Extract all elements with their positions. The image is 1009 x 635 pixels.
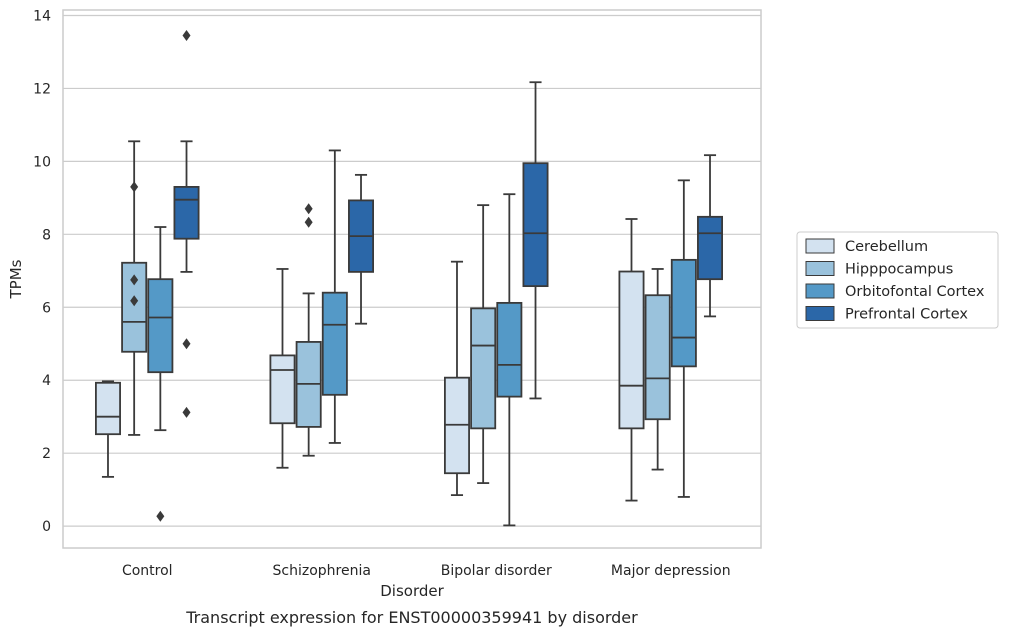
outlier-point (156, 510, 165, 522)
box-cerebellum (443, 260, 470, 497)
box-body (522, 162, 549, 288)
legend: Cerebellum Hipppocampus Orbitofontal Corte… (796, 231, 999, 329)
box-body (173, 186, 200, 240)
box-body (496, 301, 523, 398)
box-orbitofontal-cortex (147, 226, 174, 522)
box-body (697, 215, 723, 281)
box-body (95, 381, 121, 436)
box-orbitofontal-cortex (670, 179, 697, 498)
box-body (470, 307, 497, 430)
box-body (618, 270, 645, 430)
box-hipppocampus (470, 204, 497, 484)
box-body (269, 354, 296, 425)
chart-caption: Transcript expression for ENST0000035994… (185, 608, 638, 627)
x-axis-title: Disorder (380, 582, 444, 600)
box-cerebellum (269, 268, 296, 469)
box-prefrontal-cortex (522, 81, 549, 400)
y-axis-title: TPMs (7, 259, 25, 299)
legend-label: Orbitofontal Cortex (845, 284, 985, 300)
outlier-point (130, 295, 139, 307)
grid-lines (63, 14, 761, 527)
box-hipppocampus (295, 203, 322, 457)
y-tick-label: 12 (33, 81, 51, 97)
plot-area (95, 30, 723, 527)
legend-label: Hipppocampus (845, 262, 953, 278)
y-tick-label: 14 (33, 8, 51, 24)
box-hipppocampus (121, 140, 148, 436)
box-prefrontal-cortex (173, 30, 200, 418)
legend-swatch (805, 283, 835, 299)
outlier-point (304, 203, 313, 215)
box-body (644, 294, 671, 421)
box-prefrontal-cortex (348, 173, 374, 325)
outlier-point (130, 181, 139, 193)
y-tick-label: 6 (42, 300, 51, 316)
legend-label: Cerebellum (845, 239, 928, 255)
legend-frame (796, 231, 999, 329)
x-tick-label: Schizophrenia (273, 563, 371, 579)
legend-label: Prefrontal Cortex (845, 307, 968, 323)
box-body (670, 258, 697, 368)
x-tick-label: Bipolar disorder (441, 563, 552, 579)
outlier-point (304, 216, 313, 228)
box-cerebellum (95, 380, 121, 478)
legend-swatch (805, 306, 835, 321)
y-tick-label: 4 (42, 373, 51, 389)
outlier-point (182, 406, 191, 418)
y-tick-label: 10 (33, 154, 51, 170)
y-axis-ticks: 0 2 4 6 8 10 12 14 (33, 8, 51, 535)
plot-frame (62, 9, 762, 549)
box-body (321, 291, 348, 396)
x-axis-ticks: Control Schizophrenia Bipolar disorder Majo… (122, 563, 731, 579)
legend-swatch (805, 261, 835, 276)
x-tick-label: Control (122, 563, 173, 579)
legend-swatch (805, 238, 835, 254)
y-tick-label: 2 (42, 446, 51, 462)
outlier-point (182, 338, 191, 350)
box-body (147, 278, 174, 374)
box-prefrontal-cortex (697, 154, 723, 318)
box-hipppocampus (644, 268, 671, 471)
box-orbitofontal-cortex (321, 149, 348, 444)
y-tick-label: 0 (42, 519, 51, 535)
outlier-point (182, 30, 191, 42)
outlier-point (130, 274, 139, 286)
box-orbitofontal-cortex (496, 193, 523, 527)
y-tick-label: 8 (42, 227, 51, 243)
x-tick-label: Major depression (611, 563, 731, 579)
box-cerebellum (618, 218, 645, 502)
